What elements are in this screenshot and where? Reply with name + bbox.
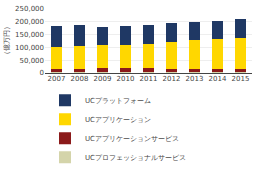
svg-text:250,000: 250,000	[15, 5, 44, 13]
svg-text:0: 0	[40, 69, 44, 77]
svg-text:2009: 2009	[94, 75, 112, 83]
svg-text:150,000: 150,000	[15, 31, 44, 39]
svg-text:2011: 2011	[140, 75, 158, 83]
svg-text:200,000: 200,000	[15, 18, 44, 26]
svg-text:UCアプリケーションサービス: UCアプリケーションサービス	[85, 135, 179, 143]
svg-text:（億万円）: （億万円）	[3, 24, 11, 59]
svg-text:2013: 2013	[186, 75, 204, 83]
svg-text:UCプラットフォーム: UCプラットフォーム	[85, 97, 151, 105]
svg-text:2008: 2008	[71, 75, 89, 83]
svg-text:100,000: 100,000	[15, 44, 44, 52]
svg-text:50,000: 50,000	[20, 57, 45, 65]
svg-text:UCアプリケーション: UCアプリケーション	[85, 116, 151, 124]
svg-text:UCプロフェッショナルサービス: UCプロフェッショナルサービス	[85, 154, 186, 162]
svg-text:2010: 2010	[117, 75, 135, 83]
svg-text:2014: 2014	[209, 75, 227, 83]
svg-text:2012: 2012	[163, 75, 181, 83]
svg-text:2015: 2015	[232, 75, 250, 83]
svg-text:2007: 2007	[48, 75, 66, 83]
